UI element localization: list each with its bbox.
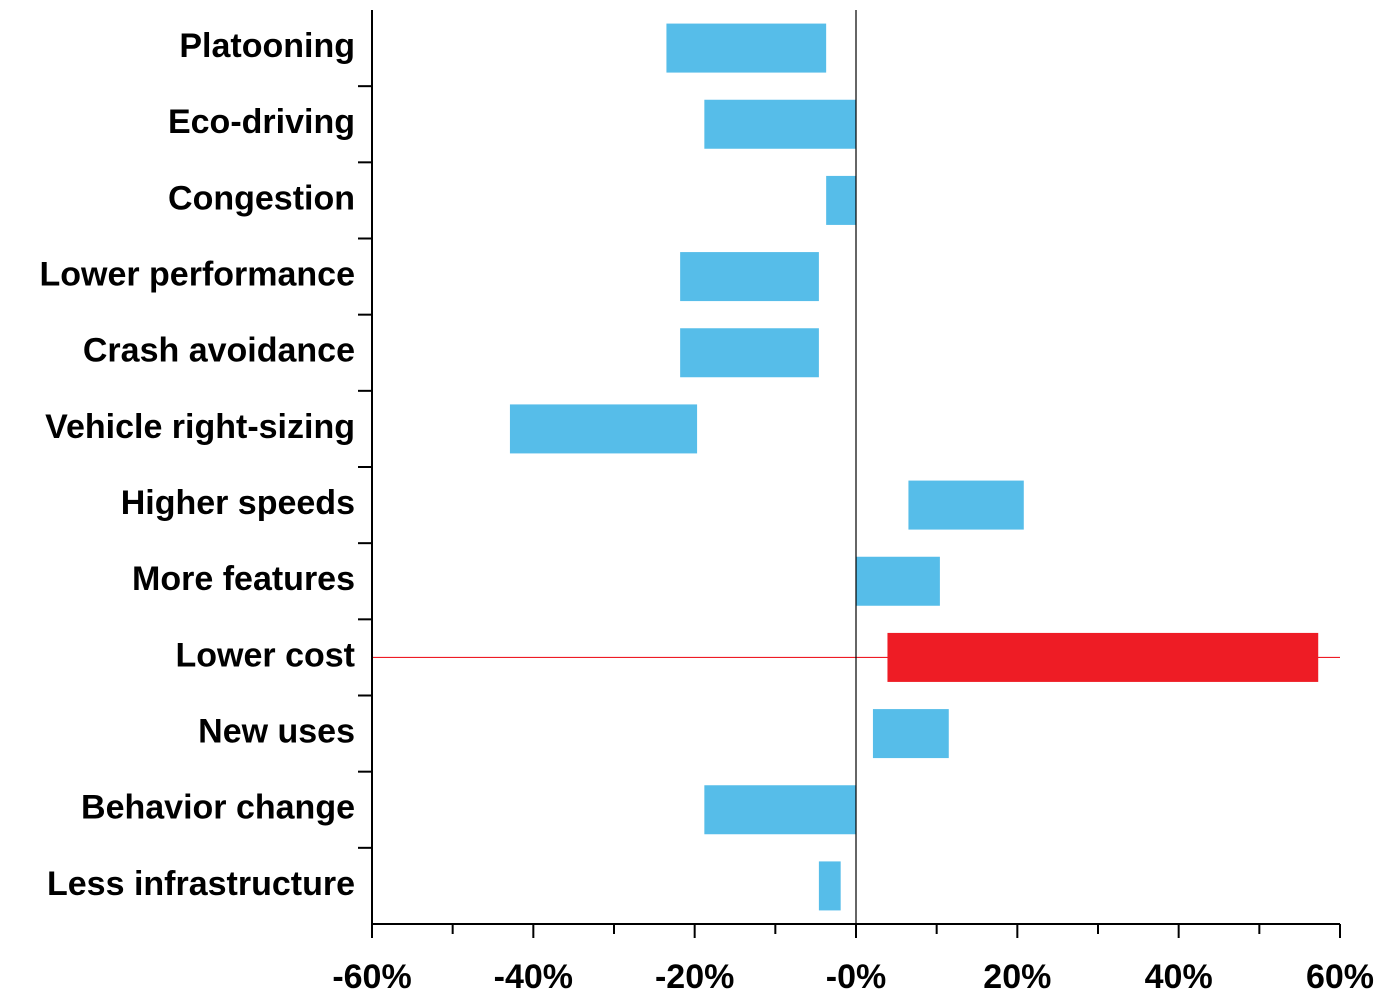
category-label-vehicle-right-sizing: Vehicle right-sizing xyxy=(45,408,355,446)
category-labels: Platooning Eco-driving Congestion Lower per… xyxy=(39,27,355,903)
x-tick-label: -60% xyxy=(332,958,411,992)
category-label-congestion: Congestion xyxy=(168,179,355,217)
bar-less-infrastructure xyxy=(818,861,841,911)
category-label-behavior-change: Behavior change xyxy=(81,789,355,827)
category-label-more-features: More features xyxy=(132,560,355,598)
bar-lower-performance xyxy=(680,252,819,302)
bar-crash-avoidance xyxy=(680,328,819,378)
x-tick-label: -20% xyxy=(655,958,734,992)
x-tick-labels: -60% -40% -20% -0% 20% 40% 60% xyxy=(332,958,1374,992)
bar-vehicle-right-sizing xyxy=(509,404,698,454)
bar-lower-cost xyxy=(887,632,1319,682)
bars xyxy=(509,23,1319,911)
bar-congestion xyxy=(826,175,856,225)
axes xyxy=(358,10,1341,938)
bar-platooning xyxy=(666,23,827,73)
x-tick-label: 20% xyxy=(983,958,1051,992)
bar-eco-driving xyxy=(704,99,856,149)
bar-behavior-change xyxy=(704,785,856,835)
category-label-eco-driving: Eco-driving xyxy=(168,103,355,141)
category-label-platooning: Platooning xyxy=(179,27,355,65)
bar-new-uses xyxy=(872,709,949,759)
x-tick-label: -40% xyxy=(494,958,573,992)
category-label-new-uses: New uses xyxy=(198,713,355,751)
x-tick-label: 40% xyxy=(1145,958,1213,992)
category-label-less-infrastructure: Less infrastructure xyxy=(47,865,355,903)
x-tick-label: 60% xyxy=(1306,958,1374,992)
category-label-lower-cost: Lower cost xyxy=(176,636,355,674)
bar-more-features xyxy=(856,556,940,606)
category-label-lower-performance: Lower performance xyxy=(39,256,355,294)
bar-higher-speeds xyxy=(908,480,1024,530)
category-label-crash-avoidance: Crash avoidance xyxy=(83,332,355,370)
category-label-higher-speeds: Higher speeds xyxy=(121,484,355,522)
x-tick-label: -0% xyxy=(826,958,886,992)
